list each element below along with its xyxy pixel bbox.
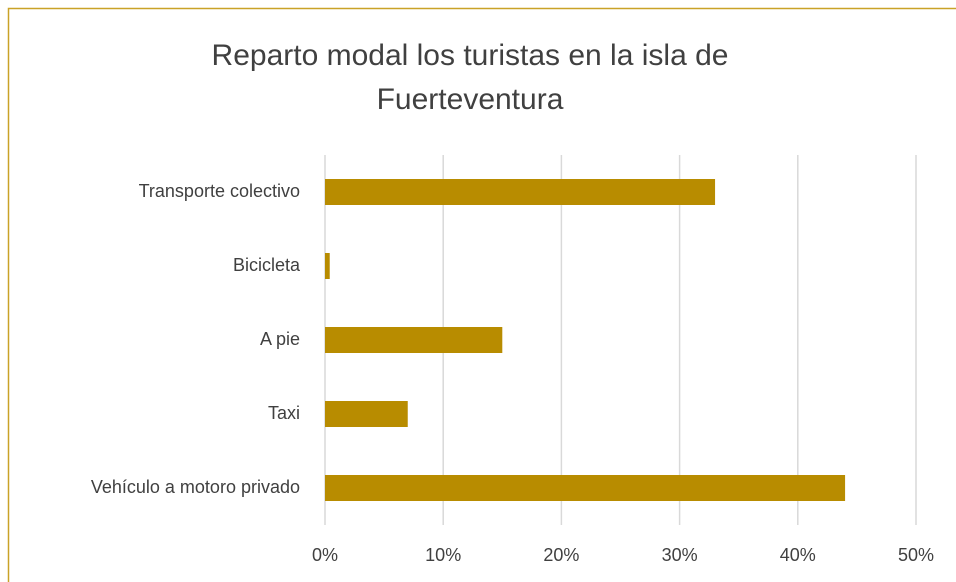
x-tick-label: 40% (780, 545, 816, 565)
x-tick-label: 30% (662, 545, 698, 565)
chart-title: Reparto modal los turistas en la isla de… (211, 39, 729, 116)
x-tick-label: 10% (425, 545, 461, 565)
chart-border (7, 7, 956, 582)
x-tick-label: 20% (543, 545, 579, 565)
y-tick-label: Transporte colectivo (139, 181, 300, 201)
bar (325, 401, 408, 427)
bar (325, 475, 846, 501)
bar (325, 253, 330, 279)
bar (325, 327, 503, 353)
x-tick-label: 50% (898, 545, 934, 565)
x-tick-label: 0% (312, 545, 338, 565)
y-tick-label: Bicicleta (233, 255, 301, 275)
y-tick-label: Vehículo a motoro privado (91, 477, 300, 497)
y-tick-label: A pie (260, 329, 300, 349)
bar (325, 179, 716, 205)
y-tick-label: Taxi (268, 403, 300, 423)
